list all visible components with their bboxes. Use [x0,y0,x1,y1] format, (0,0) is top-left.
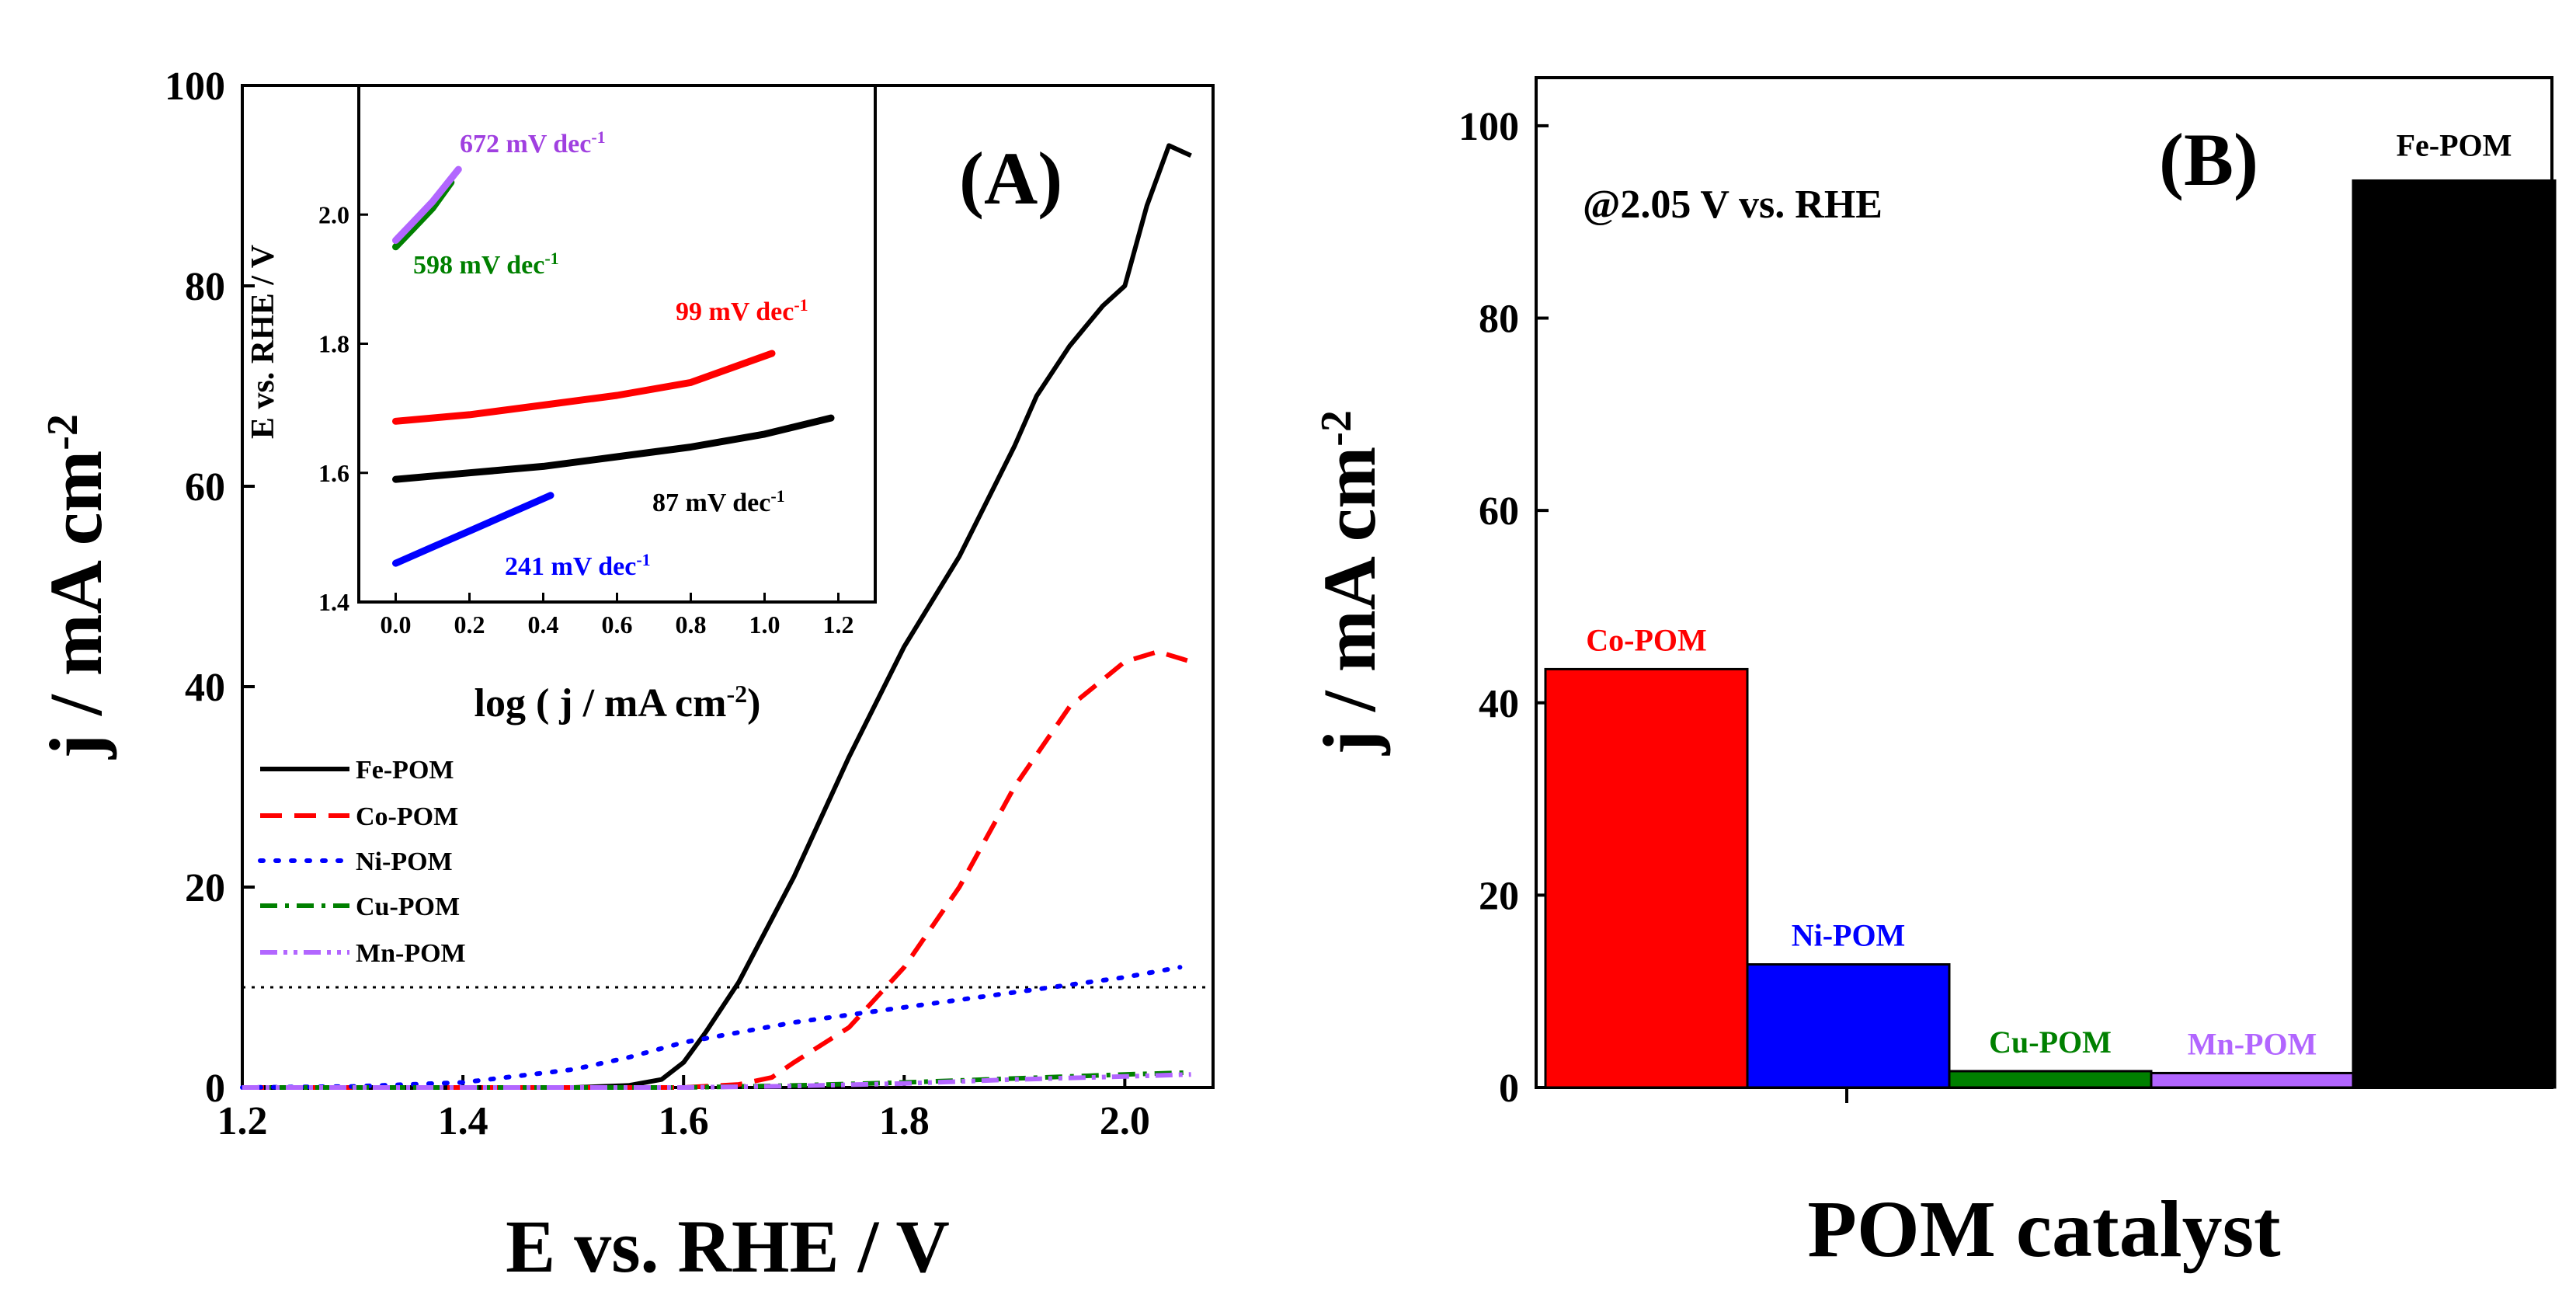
bar-mn-pom [2150,1071,2355,1089]
panel-a-y-tick-label: 0 [205,1067,225,1111]
bar-label-mn-pom: Mn-POM [2188,1026,2317,1061]
bar-cu-pom [1948,1070,2153,1089]
inset-frame [357,84,877,604]
inset-line-co-pom [392,350,776,425]
panel-a-y-tick-label: 60 [185,465,225,510]
panel-b-y-tick-label: 100 [1458,105,1519,149]
panel-b-y-tick-label: 0 [1499,1067,1519,1111]
inset-line-ni-pom [392,492,554,567]
inset-annotation-co-pom: 99 mV dec-1 [676,295,808,327]
inset-x-tick-label: 1.2 [823,611,854,639]
panel-a-series [240,143,1192,1090]
panel-b-y-tick-label: 80 [1479,298,1519,342]
panel-a-xlabel: E vs. RHE / V [506,1205,950,1288]
bar-fe-pom [2352,179,2557,1089]
legend-label-co-pom: Co-POM [356,802,458,831]
legend: Fe-POM Co-POM Ni-POM Cu-POM Mn-POM [258,756,466,968]
panel-b-y-tick-label: 60 [1479,489,1519,534]
inset-annotation-cu-pom: 598 mV dec-1 [413,249,559,280]
inset-chart: 0.0 0.2 0.4 0.6 0.8 1.0 1.2 1.4 1.6 1.8 2.0 E vs. … [245,84,877,726]
legend-label-fe-pom: Fe-POM [356,756,454,785]
inset-line-fe-pom [392,414,835,483]
panel-a-chart: 1.2 1.4 1.6 1.8 2.0 0 20 40 60 80 100 (A) E vs. RH… [34,64,1215,1288]
panel-a-label: (A) [959,137,1062,220]
inset-y-tick-label: 1.8 [318,330,349,358]
panel-a-x-tick-label: 1.6 [659,1099,709,1143]
panel-a-y-tick-label: 100 [165,64,225,109]
inset-y-tick-label: 2.0 [318,200,349,228]
inset-ylabel: E vs. RHE / V [245,245,281,439]
panel-a-ylabel: j / mA cm-2 [34,414,117,760]
panel-b-ylabel: j / mA cm-2 [1308,410,1391,756]
panel-a-x-tick-label: 2.0 [1100,1099,1150,1143]
bar-label-co-pom: Co-POM [1586,622,1707,657]
panel-a-y-tick-label: 20 [185,866,225,910]
inset-x-tick-label: 0.4 [528,611,559,639]
series-line-fe-pom [242,143,1192,1090]
inset-y-tick-label: 1.6 [318,459,349,487]
legend-item-ni-pom: Ni-POM [258,847,453,876]
legend-label-mn-pom: Mn-POM [356,939,466,968]
panel-a-y-tick-label: 40 [185,666,225,710]
legend-item-cu-pom: Cu-POM [260,893,460,921]
bar-label-fe-pom: Fe-POM [2397,127,2512,162]
panel-a-y-tick-label: 80 [185,265,225,309]
inset-annotation-fe-pom: 87 mV dec-1 [652,486,785,518]
inset-x-tick-label: 1.0 [749,611,780,639]
inset-x-tick-label: 0.8 [676,611,707,639]
series-line-co-pom [242,649,1192,1090]
panel-a-x-tick-label: 1.8 [879,1099,930,1143]
inset-annotation-mn-pom: 672 mV dec-1 [460,127,606,159]
legend-item-mn-pom: Mn-POM [260,939,466,968]
bar-ni-pom [1746,963,1951,1089]
inset-annotation-ni-pom: 241 mV dec-1 [505,550,651,582]
inset-line-mn-pom [392,165,462,244]
panel-b-y-tick-label: 20 [1479,874,1519,918]
legend-item-co-pom: Co-POM [260,802,458,831]
bar-label-ni-pom: Ni-POM [1792,918,1906,953]
inset-y-tick-label: 1.4 [318,588,349,616]
series-line-mn-pom [242,1072,1191,1090]
legend-label-cu-pom: Cu-POM [356,893,460,921]
legend-item-fe-pom: Fe-POM [260,756,454,785]
inset-xlabel: log ( j / mA cm-2) [475,680,761,726]
panel-b-bars: Co-POM Ni-POM Cu-POM Mn-POM Fe-POM [1544,127,2557,1089]
panel-b-annotation: @2.05 V vs. RHE [1583,183,1882,227]
legend-label-ni-pom: Ni-POM [356,847,453,876]
panel-b-y-tick-label: 40 [1479,682,1519,726]
inset-x-tick-label: 0.2 [454,611,485,639]
inset-series [392,165,835,567]
panel-b-label: (B) [2159,118,2258,201]
inset-x-tick-label: 0.6 [602,611,633,639]
panel-b-chart: 0 20 40 60 80 100 Co-POM Ni-POM Cu-POM Mn-POM Fe-… [1308,76,2557,1274]
panel-a-x-tick-label: 1.4 [438,1099,488,1143]
bar-co-pom [1544,667,1749,1089]
inset-annotations: 87 mV dec-1 99 mV dec-1 241 mV dec-1 598 mV… [413,127,808,582]
bar-label-cu-pom: Cu-POM [1989,1025,2112,1060]
inset-x-tick-label: 0.0 [381,611,412,639]
panel-b-xlabel: POM catalyst [1807,1185,2281,1274]
panel-a-x-tick-label: 1.2 [217,1099,268,1143]
